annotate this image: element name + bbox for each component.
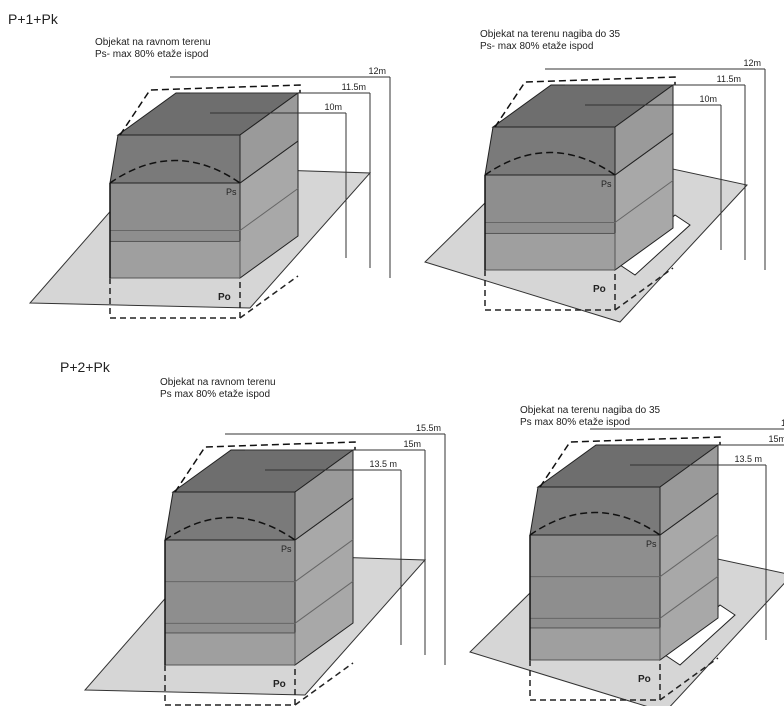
floor-line xyxy=(294,539,354,583)
lower-label: Po xyxy=(218,292,231,303)
base-floor xyxy=(529,627,661,661)
panel-subtitle: Ps max 80% etaže ispod xyxy=(520,417,630,428)
dimension-label: 10m xyxy=(324,102,342,112)
upper-label: Ps xyxy=(281,544,292,554)
footprint xyxy=(239,275,299,319)
floor-line xyxy=(659,534,719,578)
footprint xyxy=(614,267,674,311)
dimension-label: 12m xyxy=(743,58,761,68)
roof-side xyxy=(239,92,299,184)
lower-label: Po xyxy=(638,674,651,685)
footprint xyxy=(294,662,354,706)
roof-side xyxy=(294,449,354,541)
floor-line xyxy=(659,575,719,619)
roof-front xyxy=(164,491,296,541)
roof-front xyxy=(484,126,616,176)
upper-label: Ps xyxy=(601,179,612,189)
footprint xyxy=(659,657,719,701)
floor-line xyxy=(614,180,674,223)
dimension-label: 12m xyxy=(368,66,386,76)
roof-side xyxy=(614,84,674,176)
dimension-label: 15m xyxy=(768,434,784,444)
dimension-label: 15m xyxy=(403,439,421,449)
panel-subtitle: Ps- max 80% etaže ispod xyxy=(480,41,593,52)
footprint xyxy=(484,270,616,311)
roof-front xyxy=(109,134,241,184)
dimension-label: 11.5m xyxy=(717,74,741,84)
panel-subtitle: Ps max 80% etaže ispod xyxy=(160,389,270,400)
footprint xyxy=(109,278,241,319)
base-floor xyxy=(484,232,616,271)
dimension-label: 15.5m xyxy=(781,418,784,428)
panel-title: Objekat na ravnom terenu xyxy=(160,377,276,388)
panel-title: Objekat na terenu nagiba do 35 xyxy=(520,405,661,416)
section-label: P+1+Pk xyxy=(8,11,59,27)
base-floor xyxy=(164,632,296,666)
roof-outline xyxy=(109,84,301,184)
lower-label: Po xyxy=(593,284,606,295)
roof-front xyxy=(529,486,661,536)
roof-outline xyxy=(529,436,721,536)
dimension-label: 15.5m xyxy=(416,423,441,433)
roof-outline xyxy=(484,76,676,176)
footprint xyxy=(164,665,296,706)
floor-line xyxy=(239,188,299,231)
lower-label: Po xyxy=(273,679,286,690)
base-floor xyxy=(109,240,241,279)
dimension-label: 10m xyxy=(699,94,717,104)
roof-side xyxy=(659,444,719,536)
dimension-label: 13.5 m xyxy=(734,454,762,464)
footprint xyxy=(529,660,661,701)
panel-title: Objekat na terenu nagiba do 35 xyxy=(480,29,621,40)
dimension-label: 11.5m xyxy=(342,82,366,92)
section-label: P+2+Pk xyxy=(60,359,111,375)
roof-outline xyxy=(164,441,356,541)
upper-label: Ps xyxy=(226,187,237,197)
dimension-label: 13.5 m xyxy=(369,459,397,469)
panel-subtitle: Ps- max 80% etaže ispod xyxy=(95,49,208,60)
panel-title: Objekat na ravnom terenu xyxy=(95,37,211,48)
floor-line xyxy=(294,580,354,624)
upper-label: Ps xyxy=(646,539,657,549)
